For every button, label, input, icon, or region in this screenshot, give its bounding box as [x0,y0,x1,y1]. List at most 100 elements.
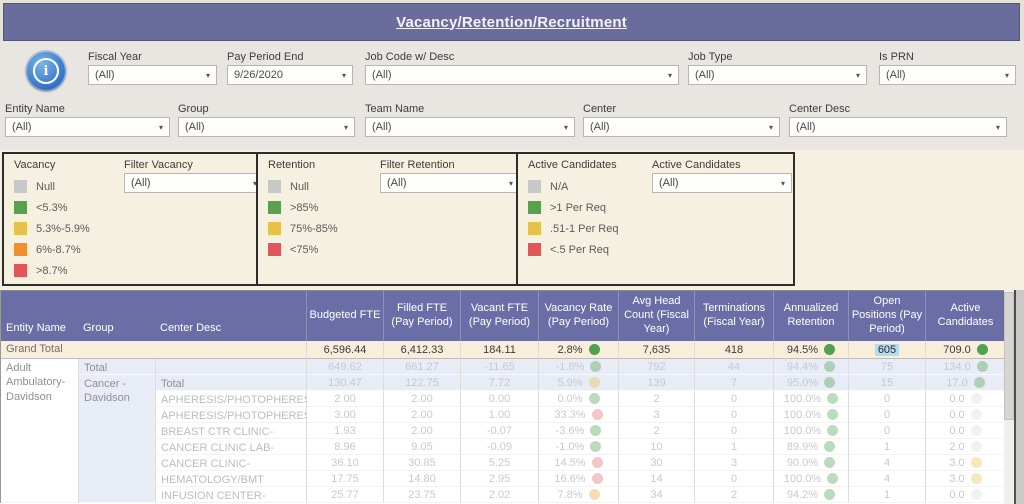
column-header[interactable]: Filled FTE (Pay Period) [383,291,460,341]
table-cell[interactable]: 792 [618,359,694,375]
center-desc-cell[interactable]: BREAST CTR CLINIC-3037093.. [155,423,306,439]
table-cell[interactable]: 0 [848,423,925,439]
table-cell[interactable]: 4 [848,455,925,471]
table-cell[interactable]: 1 [848,439,925,455]
legend-item[interactable]: Null [14,176,90,197]
table-cell[interactable]: 2 [618,391,694,407]
table-cell[interactable]: 8.96 [306,439,383,455]
table-cell[interactable]: 7 [694,375,773,391]
table-cell[interactable]: -0.07 [460,423,538,439]
center-desc-cell[interactable]: CANCER CLINIC LAB-303379.. [155,439,306,455]
entity-name-dropdown[interactable]: (All) ▾ [5,117,170,137]
table-cell[interactable]: 0 [848,391,925,407]
table-cell[interactable]: -1.8% [538,359,618,375]
table-cell[interactable]: 100.0% [773,423,848,439]
table-cell[interactable]: 0 [694,471,773,487]
table-cell[interactable]: 2.0 [925,439,1005,455]
center-desc-cell[interactable]: HEMATOLOGY/BMT CLINIC-3.. [155,471,306,487]
table-cell[interactable]: 17.0 [925,375,1005,391]
table-cell[interactable]: 3 [618,407,694,423]
table-cell[interactable]: -11.65 [460,359,538,375]
table-cell[interactable]: 1.93 [306,423,383,439]
table-cell[interactable]: 2 [694,487,773,503]
table-cell[interactable]: 100.0% [773,407,848,423]
table-cell[interactable]: 2.02 [460,487,538,503]
legend-item[interactable]: >8.7% [14,260,90,281]
table-cell[interactable]: 0.0 [925,391,1005,407]
group-dropdown[interactable]: (All) ▾ [178,117,355,137]
center-dropdown[interactable]: (All) ▾ [583,117,780,137]
table-cell[interactable]: 1 [848,487,925,503]
active-candidates-dropdown[interactable]: (All) ▾ [652,173,792,193]
legend-item[interactable]: 5.3%-5.9% [14,218,90,239]
table-cell[interactable]: 95.0% [773,375,848,391]
table-cell[interactable]: 7.8% [538,487,618,503]
legend-item[interactable]: >1 Per Req [528,197,618,218]
table-cell[interactable] [155,359,306,375]
fiscal-year-dropdown[interactable]: (All) ▾ [88,65,217,85]
column-header[interactable]: Avg Head Count (Fiscal Year) [618,291,694,341]
legend-item[interactable]: <5.3% [14,197,90,218]
table-cell[interactable]: 2 [618,423,694,439]
table-cell[interactable]: 16.6% [538,471,618,487]
center-desc-cell[interactable]: APHERESIS/PHOTOPHERESI.. [155,391,306,407]
table-cell[interactable]: 0.0 [925,407,1005,423]
table-cell[interactable]: 10 [618,439,694,455]
job-type-dropdown[interactable]: (All) ▾ [688,65,867,85]
column-header[interactable]: Vacant FTE (Pay Period) [460,291,538,341]
table-cell[interactable]: 94.4% [773,359,848,375]
column-header[interactable]: Group [78,291,155,341]
table-cell[interactable]: 0 [694,423,773,439]
table-cell[interactable]: 709.0 [925,341,1005,359]
column-header[interactable]: Annualized Retention [773,291,848,341]
table-cell[interactable]: 23.75 [383,487,460,503]
table-cell[interactable]: 100.0% [773,471,848,487]
table-cell[interactable]: 6,412.33 [383,341,460,359]
is-prn-dropdown[interactable]: (All) ▾ [879,65,1016,85]
table-cell[interactable]: 90.0% [773,455,848,471]
table-cell[interactable]: 1.00 [460,407,538,423]
table-cell[interactable]: 7,635 [618,341,694,359]
table-cell[interactable]: 122.75 [383,375,460,391]
column-header[interactable]: Open Positions (Pay Period) [848,291,925,341]
legend-item[interactable]: <.5 Per Req [528,239,618,260]
table-cell[interactable]: 184.11 [460,341,538,359]
group-name-cell[interactable]: Cancer - Davidson [78,375,155,503]
team-name-dropdown[interactable]: (All) ▾ [365,117,575,137]
table-cell[interactable]: 36.10 [306,455,383,471]
table-cell[interactable]: 6,596.44 [306,341,383,359]
table-cell[interactable]: 0.00 [460,391,538,407]
legend-item[interactable]: .51-1 Per Req [528,218,618,239]
table-cell[interactable]: 418 [694,341,773,359]
legend-item[interactable]: 6%-8.7% [14,239,90,260]
table-cell[interactable]: 30.85 [383,455,460,471]
table-cell[interactable]: 2.00 [383,391,460,407]
table-cell[interactable]: 14.5% [538,455,618,471]
pay-period-end-dropdown[interactable]: 9/26/2020 ▾ [227,65,353,85]
table-cell[interactable]: 3.0 [925,471,1005,487]
table-cell[interactable]: 1 [694,439,773,455]
table-cell[interactable]: 0 [694,391,773,407]
table-cell[interactable]: 130.47 [306,375,383,391]
center-desc-cell[interactable]: APHERESIS/PHOTOPHERESI.. [155,407,306,423]
table-cell[interactable]: 0.0 [925,423,1005,439]
legend-item[interactable]: >85% [268,197,338,218]
vertical-scrollbar[interactable] [1004,290,1024,504]
table-cell[interactable]: 14 [618,471,694,487]
entity-name-cell[interactable]: Adult Ambulatory-Davidson [1,359,78,503]
column-header[interactable]: Vacancy Rate (Pay Period) [538,291,618,341]
legend-item[interactable]: 75%-85% [268,218,338,239]
table-cell[interactable]: 2.95 [460,471,538,487]
table-cell[interactable]: 15 [848,375,925,391]
table-cell[interactable]: 94.5% [773,341,848,359]
table-cell[interactable]: 0.0% [538,391,618,407]
table-cell[interactable]: 0 [694,407,773,423]
legend-item[interactable]: <75% [268,239,338,260]
table-cell[interactable]: 2.00 [383,407,460,423]
table-cell[interactable]: 2.00 [383,423,460,439]
table-cell[interactable]: 3.0 [925,455,1005,471]
table-cell[interactable]: 649.62 [306,359,383,375]
filter-vacancy-dropdown[interactable]: (All) ▾ [124,173,264,193]
table-cell[interactable]: 605 [848,341,925,359]
table-cell[interactable]: 661.27 [383,359,460,375]
